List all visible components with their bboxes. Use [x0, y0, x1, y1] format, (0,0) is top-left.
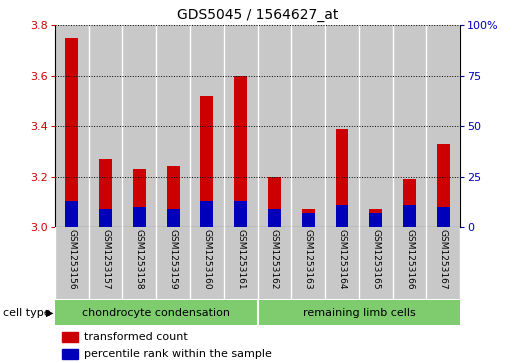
Bar — [336, 129, 348, 227]
Text: GSM1253160: GSM1253160 — [202, 229, 211, 290]
Bar — [403, 205, 416, 227]
Bar — [200, 96, 213, 227]
Bar — [65, 38, 78, 227]
Bar — [55, 300, 257, 325]
Bar — [234, 76, 247, 227]
Bar — [437, 207, 450, 227]
Bar — [369, 209, 382, 227]
Text: cell type: cell type — [3, 308, 50, 318]
Text: GSM1253167: GSM1253167 — [439, 229, 448, 290]
Text: percentile rank within the sample: percentile rank within the sample — [84, 349, 271, 359]
Bar — [302, 209, 315, 227]
Bar — [99, 209, 112, 227]
Bar — [122, 227, 156, 299]
Bar — [190, 25, 224, 227]
Text: GSM1253157: GSM1253157 — [101, 229, 110, 290]
Bar — [62, 333, 77, 342]
Bar — [224, 227, 257, 299]
Bar — [156, 25, 190, 227]
Text: GSM1253156: GSM1253156 — [67, 229, 76, 290]
Bar — [167, 166, 179, 227]
Bar — [426, 25, 460, 227]
Text: chondrocyte condensation: chondrocyte condensation — [82, 307, 230, 318]
Bar — [257, 25, 291, 227]
Bar — [302, 213, 315, 227]
Bar — [325, 227, 359, 299]
Text: GSM1253166: GSM1253166 — [405, 229, 414, 290]
Text: ▶: ▶ — [46, 308, 53, 318]
Title: GDS5045 / 1564627_at: GDS5045 / 1564627_at — [177, 8, 338, 22]
Bar — [224, 25, 257, 227]
Text: GSM1253161: GSM1253161 — [236, 229, 245, 290]
Bar — [65, 201, 78, 227]
Bar — [325, 25, 359, 227]
Bar — [133, 169, 146, 227]
Bar — [167, 209, 179, 227]
Bar — [89, 227, 122, 299]
Text: GSM1253159: GSM1253159 — [168, 229, 178, 290]
Bar — [336, 205, 348, 227]
Bar — [99, 159, 112, 227]
Bar — [257, 300, 460, 325]
Bar — [89, 25, 122, 227]
Text: remaining limb cells: remaining limb cells — [302, 307, 415, 318]
Bar — [257, 227, 291, 299]
Bar — [234, 201, 247, 227]
Bar — [359, 25, 393, 227]
Bar — [393, 25, 426, 227]
Text: GSM1253165: GSM1253165 — [371, 229, 380, 290]
Bar — [291, 227, 325, 299]
Text: GSM1253162: GSM1253162 — [270, 229, 279, 290]
Text: GSM1253164: GSM1253164 — [337, 229, 347, 290]
Bar — [156, 227, 190, 299]
Bar — [55, 25, 89, 227]
Bar — [426, 227, 460, 299]
Text: transformed count: transformed count — [84, 333, 187, 342]
Bar — [291, 25, 325, 227]
Bar — [55, 227, 89, 299]
Bar — [122, 25, 156, 227]
Bar — [268, 209, 281, 227]
Bar — [403, 179, 416, 227]
Text: GSM1253163: GSM1253163 — [304, 229, 313, 290]
Bar — [369, 213, 382, 227]
Bar — [437, 144, 450, 227]
Bar — [393, 227, 426, 299]
Bar — [268, 176, 281, 227]
Bar — [200, 201, 213, 227]
Bar — [359, 227, 393, 299]
Text: GSM1253158: GSM1253158 — [135, 229, 144, 290]
Bar — [62, 349, 77, 359]
Bar — [190, 227, 224, 299]
Bar — [133, 207, 146, 227]
